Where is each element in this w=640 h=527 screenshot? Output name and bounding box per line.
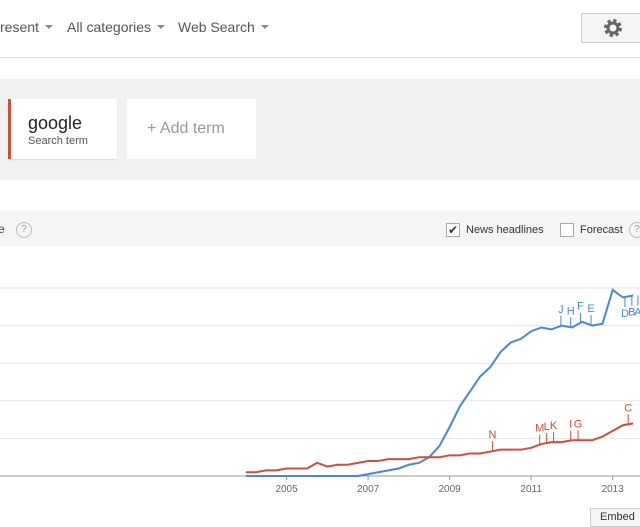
series-line — [245, 288, 634, 477]
annotation-label: E — [587, 303, 594, 315]
annotation-label: D — [621, 308, 629, 320]
annotation-label: A — [634, 307, 640, 319]
x-tick-label: 2007 — [357, 484, 380, 495]
category-dropdown[interactable]: All categories — [67, 19, 165, 35]
annotation-label: H — [567, 305, 575, 317]
add-term-card[interactable]: + Add term — [127, 99, 256, 159]
term-kind: Search term — [28, 135, 88, 147]
annotation-label: M — [535, 423, 544, 435]
gear-icon — [604, 19, 622, 37]
time-dropdown[interactable]: resent — [0, 19, 53, 35]
annotation-label: F — [577, 301, 584, 313]
x-tick-label: 2011 — [520, 484, 542, 495]
news-label: News headlines — [466, 224, 544, 236]
annotation-label: B — [628, 307, 635, 319]
news-checkbox[interactable]: ✔ — [446, 223, 460, 237]
help[interactable]: ? — [16, 222, 32, 238]
annotation-label: N — [488, 429, 496, 441]
term: google — [28, 113, 83, 133]
annotation-label: L — [544, 421, 550, 433]
divider — [0, 57, 640, 58]
annotation-label: I — [569, 419, 572, 431]
annotation-label: K — [550, 420, 558, 432]
chart-title: e — [0, 222, 5, 236]
chart-header — [0, 211, 640, 246]
settings-button[interactable] — [581, 13, 640, 43]
annotation-label: G — [574, 418, 583, 430]
x-tick-label: 2013 — [602, 484, 625, 495]
help[interactable]: ? — [629, 222, 640, 238]
annotation-label: J — [558, 304, 564, 316]
search-type-dropdown[interactable]: Web Search — [178, 19, 269, 35]
embed-button[interactable]: Embed — [590, 508, 640, 527]
x-tick-label: 2009 — [439, 484, 462, 495]
forecast-label: Forecast — [580, 224, 623, 236]
forecast-checkbox[interactable] — [560, 223, 574, 237]
x-tick-label: 2005 — [275, 484, 298, 495]
annotation-label: C — [624, 402, 632, 414]
series-line — [245, 422, 634, 474]
term-card[interactable]: google Search term — [8, 99, 117, 159]
add-term: + Add term — [147, 120, 225, 137]
chart: 2005 2007 2009 2011 2013 J H F E D BA N M L K I G C — [0, 287, 640, 495]
